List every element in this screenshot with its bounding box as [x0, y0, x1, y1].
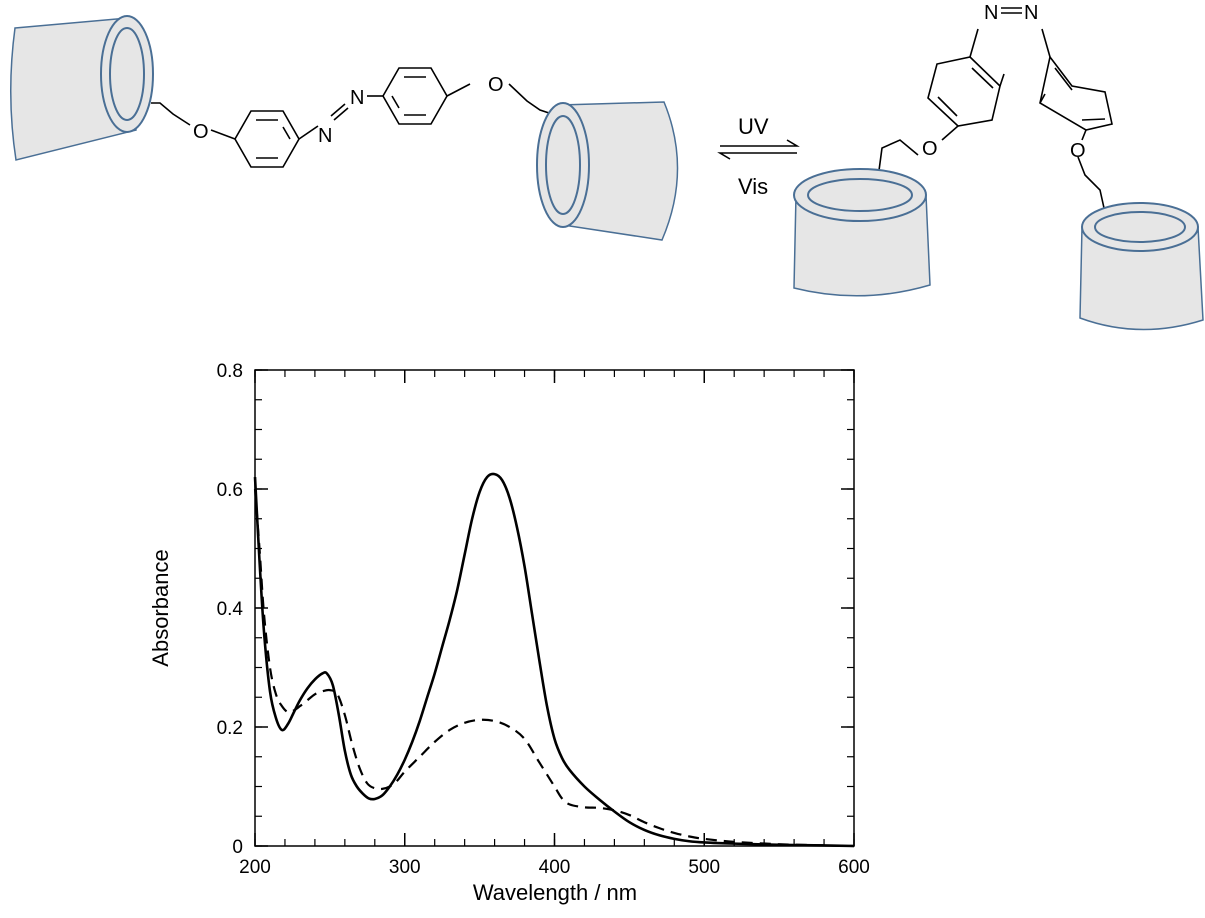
plot-frame [254, 369, 855, 847]
x-axis-label: Wavelength / nm [473, 880, 637, 905]
y-axis-label: Absorbance [148, 549, 173, 666]
absorption-chart: 200 300 400 500 600 0 0.2 0.4 0.6 0.8 Wavelength… [148, 361, 870, 905]
x-tick-label: 300 [389, 857, 421, 878]
x-tick-label: 200 [239, 857, 271, 878]
y-tick-label: 0.6 [217, 480, 243, 501]
trans-nitrogen-lower: N [318, 125, 332, 147]
cis-azobenzene-core [877, 7, 1113, 209]
x-tick-label: 400 [539, 857, 571, 878]
uv-label: UV [738, 114, 769, 139]
spectra [253, 472, 855, 848]
cyclodextrin-cis-left [793, 168, 931, 297]
y-axis-ticks: 0 0.2 0.4 0.6 0.8 [217, 361, 854, 858]
cyclodextrin-right [536, 101, 679, 241]
trans-oxygen-left: O [193, 121, 209, 143]
cyclodextrin-left [10, 15, 154, 161]
trans-nitrogen-upper: N [350, 87, 364, 109]
cyclodextrin-cis-right [1079, 202, 1204, 331]
vis-label: Vis [738, 174, 768, 199]
trans-isomer: O N N O [10, 15, 679, 241]
equilibrium-arrows: UV Vis [717, 114, 800, 199]
cis-isomer: N N O O [793, 2, 1204, 331]
x-axis-ticks: 200 300 400 500 600 [239, 370, 870, 878]
dashed-spectrum-line [253, 488, 855, 848]
solid-spectrum-line [253, 472, 855, 848]
y-tick-label: 0 [232, 837, 243, 858]
y-tick-label: 0.4 [217, 599, 244, 620]
cis-oxygen-right: O [1070, 140, 1086, 162]
cis-oxygen-left: O [922, 138, 938, 160]
cis-nitrogen-right: N [1024, 2, 1038, 24]
trans-azobenzene-core [151, 67, 553, 168]
y-tick-label: 0.8 [217, 361, 243, 382]
minor-ticks [254, 369, 855, 847]
x-tick-label: 500 [688, 857, 720, 878]
cis-nitrogen-left: N [984, 2, 998, 24]
y-tick-label: 0.2 [217, 718, 243, 739]
x-tick-label: 600 [838, 857, 870, 878]
trans-oxygen-right: O [488, 74, 504, 96]
reaction-scheme: O N N O UV Vis [10, 2, 1204, 331]
